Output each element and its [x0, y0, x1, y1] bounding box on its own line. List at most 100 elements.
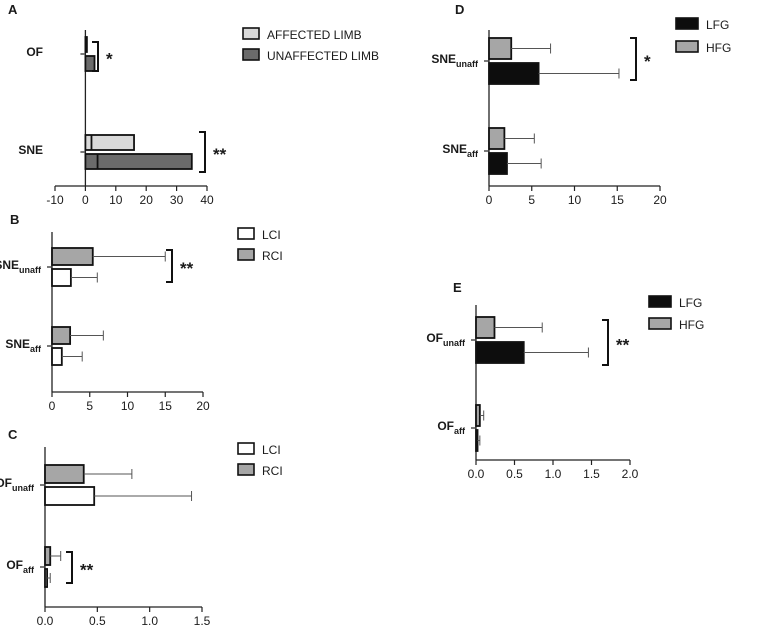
legend-label: LCI: [262, 443, 281, 457]
legend-label: LFG: [679, 296, 702, 310]
bar-lfg: [488, 152, 508, 175]
x-tick-label: 0: [49, 399, 56, 413]
category-subscript: aff: [23, 565, 35, 575]
category-subscript: aff: [454, 426, 466, 436]
significance-marker: *: [644, 52, 651, 71]
category-subscript: unaff: [443, 338, 466, 348]
legend-label: LFG: [706, 18, 729, 32]
bar-lci: [51, 268, 72, 287]
category-label: SNEaff: [442, 142, 479, 159]
legend-swatch: [242, 27, 260, 40]
x-tick-label: 0.5: [89, 614, 106, 627]
x-tick-label: 1.0: [141, 614, 158, 627]
category-label: SNEunaff: [0, 258, 42, 275]
x-tick-label: 20: [196, 399, 210, 413]
legend-label: AFFECTED LIMB: [267, 28, 362, 42]
category-label: SNE: [18, 143, 43, 157]
x-tick-label: 1.5: [583, 467, 600, 481]
bar-lfg: [475, 429, 479, 452]
significance-bracket: [166, 249, 173, 283]
legend-label: RCI: [262, 249, 283, 263]
x-tick-label: -10: [46, 193, 64, 207]
category-main: SNE: [5, 337, 30, 351]
legend-label: UNAFFECTED LIMB: [267, 49, 379, 63]
x-tick-label: 5: [528, 193, 535, 207]
category-subscript: unaff: [19, 265, 42, 275]
legend-label: LCI: [262, 228, 281, 242]
bar-hfg: [488, 127, 506, 150]
x-tick-label: 0: [486, 193, 493, 207]
category-subscript: unaff: [456, 59, 479, 69]
x-tick-label: 10: [121, 399, 135, 413]
category-main: OF: [26, 45, 43, 59]
legend-swatch: [648, 295, 672, 308]
significance-bracket: [630, 37, 637, 81]
x-tick-label: 30: [170, 193, 184, 207]
bar-rci: [44, 546, 52, 566]
x-tick-label: 15: [159, 399, 173, 413]
significance-bracket: [66, 551, 73, 584]
category-main: SNE: [431, 52, 456, 66]
bar-rci: [44, 464, 85, 484]
bar-lfg: [475, 341, 525, 364]
x-tick-label: 10: [568, 193, 582, 207]
category-label: SNEaff: [5, 337, 42, 354]
x-tick-label: 0.0: [37, 614, 54, 627]
x-tick-label: 40: [200, 193, 214, 207]
legend-swatch: [675, 40, 699, 53]
category-label: OFunaff: [426, 331, 466, 348]
legend-swatch: [237, 227, 255, 240]
x-tick-label: 5: [86, 399, 93, 413]
category-main: SNE: [18, 143, 43, 157]
bar-hfg: [475, 316, 496, 339]
legend-label: RCI: [262, 464, 283, 478]
significance-marker: **: [616, 336, 630, 355]
legend-label: HFG: [706, 41, 731, 55]
legend-swatch: [675, 17, 699, 30]
legend-swatch: [242, 48, 260, 61]
category-label: SNEunaff: [431, 52, 479, 69]
bar-hfg: [488, 37, 513, 60]
category-main: OF: [0, 476, 12, 490]
bar-lfg: [488, 62, 540, 85]
category-label: OFunaff: [0, 476, 35, 493]
significance-marker: **: [180, 259, 194, 278]
panel-label: D: [455, 2, 464, 17]
category-main: OF: [426, 331, 443, 345]
legend-swatch: [237, 248, 255, 261]
significance-marker: **: [213, 145, 227, 164]
category-main: SNE: [0, 258, 19, 272]
x-tick-label: 2.0: [622, 467, 639, 481]
legend-swatch: [237, 463, 255, 476]
bar-lci: [51, 347, 63, 366]
x-tick-label: 20: [653, 193, 667, 207]
bar-rci: [51, 326, 72, 345]
significance-bracket: [92, 41, 99, 72]
category-subscript: unaff: [12, 483, 35, 493]
x-tick-label: 0.5: [506, 467, 523, 481]
x-tick-label: 1.0: [545, 467, 562, 481]
panel-label: E: [453, 280, 462, 295]
bar-affected-limb: [84, 36, 88, 53]
panel-label: C: [8, 427, 18, 442]
significance-marker: *: [106, 50, 113, 69]
legend-label: HFG: [679, 318, 704, 332]
panel-label: B: [10, 212, 19, 227]
bar-hfg: [475, 404, 481, 427]
category-label: OFaff: [6, 558, 35, 575]
bar-unaffected-limb: [84, 55, 96, 72]
category-subscript: aff: [30, 344, 42, 354]
category-label: OFaff: [437, 419, 466, 436]
x-tick-label: 0: [82, 193, 89, 207]
x-tick-label: 0.0: [468, 467, 485, 481]
bar-lci: [44, 568, 48, 588]
bar-rci: [51, 247, 94, 266]
legend-swatch: [237, 442, 255, 455]
category-main: OF: [437, 419, 454, 433]
